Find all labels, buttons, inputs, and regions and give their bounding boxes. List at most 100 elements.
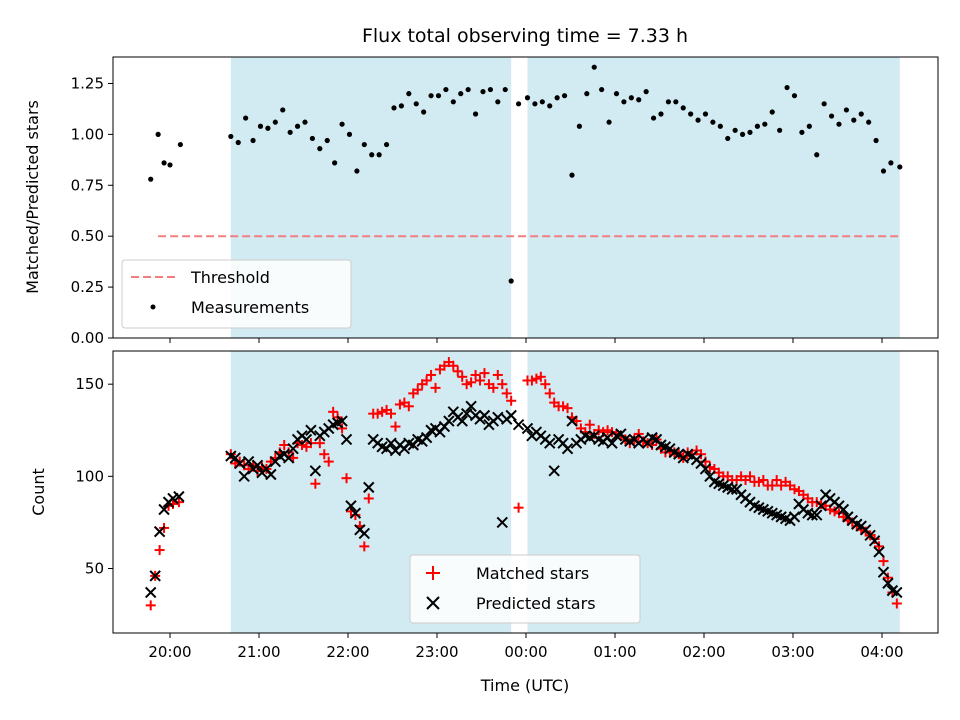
top-y-ticks: 0.00 0.25 0.50 0.75 1.00 1.25 — [71, 74, 113, 347]
matched-star-point — [771, 475, 782, 486]
measurement-point — [167, 162, 173, 168]
matched-star-point — [145, 600, 156, 611]
measurement-point — [806, 123, 812, 129]
measurement-point — [584, 91, 590, 97]
y-tick-label: 100 — [75, 467, 104, 485]
measurement-point — [339, 121, 345, 127]
measurement-point — [591, 64, 597, 70]
matched-star-point — [479, 368, 490, 379]
predicted-star-point — [153, 525, 166, 538]
measurement-point — [148, 176, 154, 182]
matched-star-point — [452, 366, 463, 377]
bottom-legend: Matched stars Predicted stars — [409, 554, 641, 624]
top-legend-box — [121, 259, 352, 329]
predicted-star-point — [363, 481, 375, 494]
predicted-star-point — [566, 415, 578, 427]
matched-star-point — [789, 484, 800, 495]
predicted-star-point — [478, 409, 491, 422]
predicted-star-point — [606, 437, 618, 449]
y-tick-label: 1.25 — [71, 74, 104, 92]
measurement-point — [532, 101, 538, 107]
measurement-point — [621, 99, 627, 105]
measurement-point — [391, 105, 397, 111]
measurement-point — [576, 123, 583, 129]
measurement-point — [680, 105, 686, 111]
y-tick-label: 1.00 — [71, 125, 104, 143]
measurement-point — [317, 146, 323, 152]
predicted-star-point — [345, 500, 357, 512]
matched-star-point — [492, 369, 503, 380]
measurement-point — [561, 93, 568, 99]
measurement-point — [599, 86, 605, 93]
measurement-point — [851, 117, 857, 123]
measurement-point — [710, 119, 716, 125]
top-legend: Threshold Measurements — [121, 259, 352, 329]
measurement-point — [732, 127, 738, 133]
y-tick-label: 0.25 — [71, 278, 104, 296]
top-y-axis-label: Matched/Predicted stars — [23, 100, 42, 294]
matched-star-point — [279, 440, 290, 450]
measurement-point — [294, 123, 301, 129]
predicted-star-point — [340, 433, 353, 446]
top-x-ticks — [169, 338, 883, 343]
measurement-point — [613, 91, 620, 97]
measurement-point — [791, 93, 798, 99]
measurement-point — [443, 86, 449, 93]
measurement-point — [177, 141, 183, 148]
matched-star-point — [540, 379, 551, 390]
top-shaded-regions — [230, 57, 900, 338]
measurement-point — [257, 123, 264, 129]
y-tick-label: 0.50 — [71, 227, 104, 245]
matched-star-point — [513, 502, 524, 513]
x-tick-label: 01:00 — [593, 643, 636, 661]
predicted-star-point — [305, 424, 317, 436]
predicted-star-point — [242, 455, 255, 468]
matched-star-point — [526, 375, 537, 386]
measurement-point — [406, 91, 412, 97]
measurement-point — [777, 127, 783, 133]
measurement-point — [658, 111, 664, 117]
y-tick-label: 150 — [75, 375, 104, 393]
predicted-star-point — [548, 465, 560, 477]
top-panel: 0.00 0.25 0.50 0.75 1.00 1.25 Matched/Predict… — [23, 56, 939, 347]
predicted-star-point — [158, 503, 170, 516]
matched-star-point — [531, 373, 542, 384]
measurement-point — [235, 139, 241, 146]
measurement-point — [717, 123, 723, 129]
predicted-star-point — [145, 586, 157, 599]
matched-star-point — [461, 379, 472, 390]
bottom-legend-box — [409, 554, 641, 624]
measurement-point — [302, 119, 308, 125]
predicted-star-point — [837, 503, 850, 516]
measurement-point — [784, 84, 790, 91]
predicted-star-point — [811, 509, 823, 521]
legend-matched-label: Matched stars — [476, 564, 589, 583]
matched-star-point — [558, 401, 569, 412]
measurement-point — [508, 278, 514, 284]
measurement-point — [747, 129, 753, 135]
measurement-point — [643, 89, 649, 95]
measurement-point — [413, 101, 419, 107]
predicted-star-point — [806, 509, 818, 521]
measurement-point — [695, 117, 701, 123]
matched-star-point — [816, 498, 827, 509]
top-measurement-points — [148, 64, 903, 284]
matched-star-point — [350, 510, 361, 521]
measurement-point — [280, 107, 286, 113]
x-tick-label: 00:00 — [504, 643, 547, 661]
measurement-point — [376, 152, 382, 158]
measurement-point — [821, 101, 827, 107]
measurement-point — [880, 168, 887, 174]
predicted-star-point — [336, 415, 348, 427]
measurement-point — [228, 133, 234, 140]
x-tick-label: 23:00 — [415, 643, 458, 661]
predicted-star-point — [544, 437, 556, 449]
measurement-point — [309, 135, 315, 142]
x-tick-label: 04:00 — [860, 643, 903, 661]
y-tick-label: 50 — [85, 559, 104, 577]
x-tick-label: 03:00 — [771, 643, 814, 661]
measurement-point — [421, 109, 427, 115]
predicted-star-point — [358, 527, 371, 540]
predicted-star-point — [492, 411, 504, 424]
matched-star-point — [421, 375, 432, 386]
